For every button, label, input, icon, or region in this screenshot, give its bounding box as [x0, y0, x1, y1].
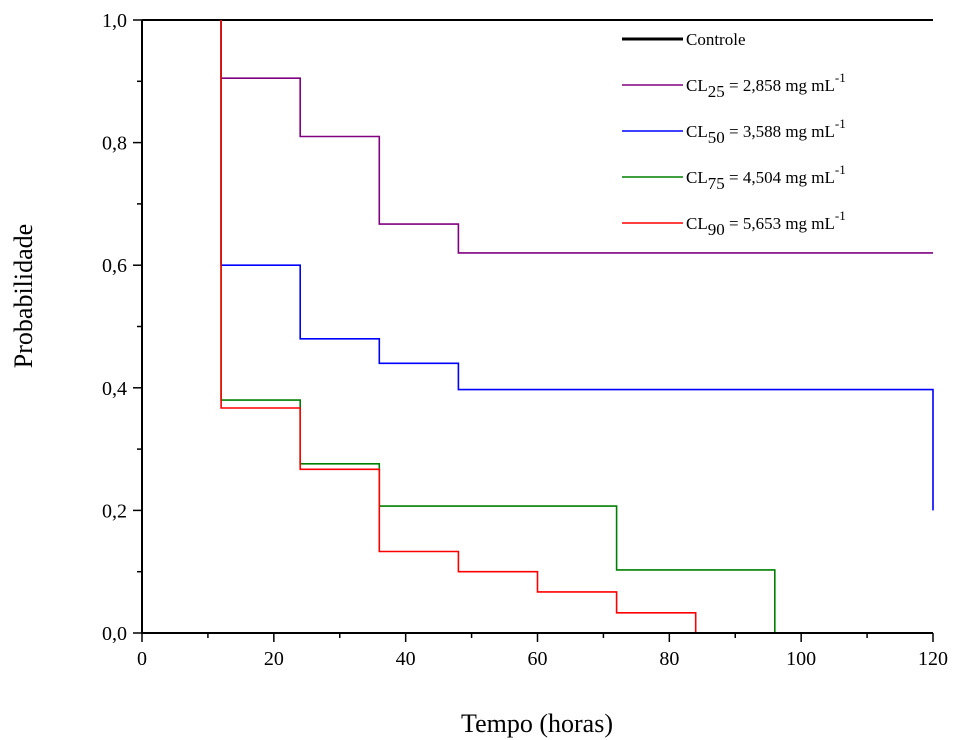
- x-tick-label: 60: [528, 648, 548, 670]
- legend-label-1: CL25 = 2,858 mg mL-1: [686, 70, 846, 101]
- series-line-1: [220, 20, 933, 254]
- y-tick-label: 0,8: [102, 133, 127, 155]
- x-tick-label: 20: [264, 648, 284, 670]
- series-line-4: [220, 20, 697, 633]
- series-layer: [142, 19, 934, 633]
- x-axis-title: Tempo (horas): [461, 709, 613, 738]
- legend-label-3: CL75 = 4,504 mg mL-1: [686, 162, 846, 193]
- x-tick-label: 120: [918, 648, 948, 670]
- axes-layer: 0 20 40 60 80 100 120 0,0 0,2 0,4 0,6 0,8 1,0: [102, 10, 948, 670]
- series-line-2: [220, 20, 934, 511]
- legend-label-2: CL50 = 3,588 mg mL-1: [686, 116, 846, 147]
- legend: Controle CL25 = 2,858 mg mL-1 CL50 = 3,588…: [622, 30, 846, 239]
- legend-label-0: Controle: [686, 30, 746, 49]
- x-tick-label: 40: [396, 648, 416, 670]
- x-tick-label: 80: [659, 648, 679, 670]
- y-tick-label: 1,0: [102, 10, 127, 32]
- x-tick-label: 0: [137, 648, 147, 670]
- y-axis-title: Probabilidade: [9, 224, 38, 368]
- x-tick-label: 100: [786, 648, 816, 670]
- y-tick-label: 0,6: [102, 255, 127, 277]
- y-tick-label: 0,4: [102, 378, 127, 400]
- series-line-3: [220, 20, 776, 633]
- y-tick-label: 0,0: [102, 623, 127, 645]
- y-tick-label: 0,2: [102, 500, 127, 522]
- legend-label-4: CL90 = 5,653 mg mL-1: [686, 208, 846, 239]
